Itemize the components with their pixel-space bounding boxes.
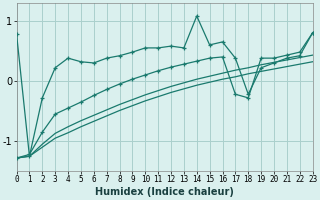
X-axis label: Humidex (Indice chaleur): Humidex (Indice chaleur) — [95, 187, 234, 197]
